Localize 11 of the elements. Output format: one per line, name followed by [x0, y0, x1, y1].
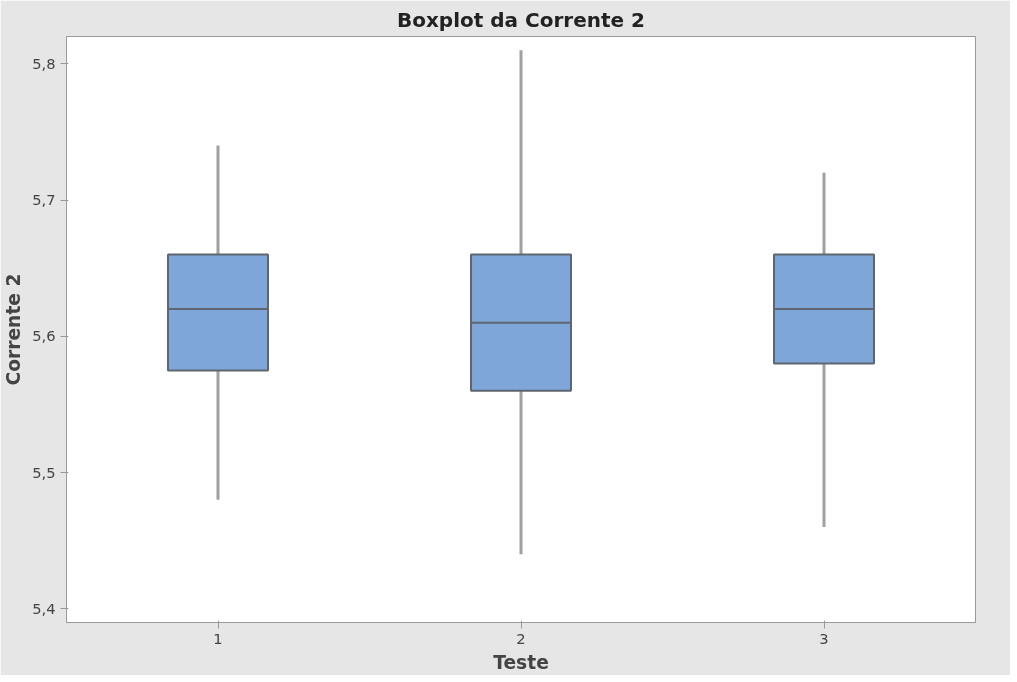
y-tick-label: 5,6: [32, 327, 56, 345]
x-tick-label: 2: [516, 629, 526, 647]
y-tick-label: 5,5: [32, 463, 56, 481]
x-tick-label: 3: [819, 629, 829, 647]
x-axis-title: Teste: [493, 651, 549, 673]
y-axis-title: Corrente 2: [3, 273, 25, 386]
y-tick-label: 5,7: [32, 191, 56, 209]
chart-title: Boxplot da Corrente 2: [396, 7, 646, 32]
y-tick-label: 5,8: [32, 54, 56, 72]
y-tick-label: 5,4: [32, 599, 56, 617]
x-tick-label: 1: [213, 629, 223, 647]
